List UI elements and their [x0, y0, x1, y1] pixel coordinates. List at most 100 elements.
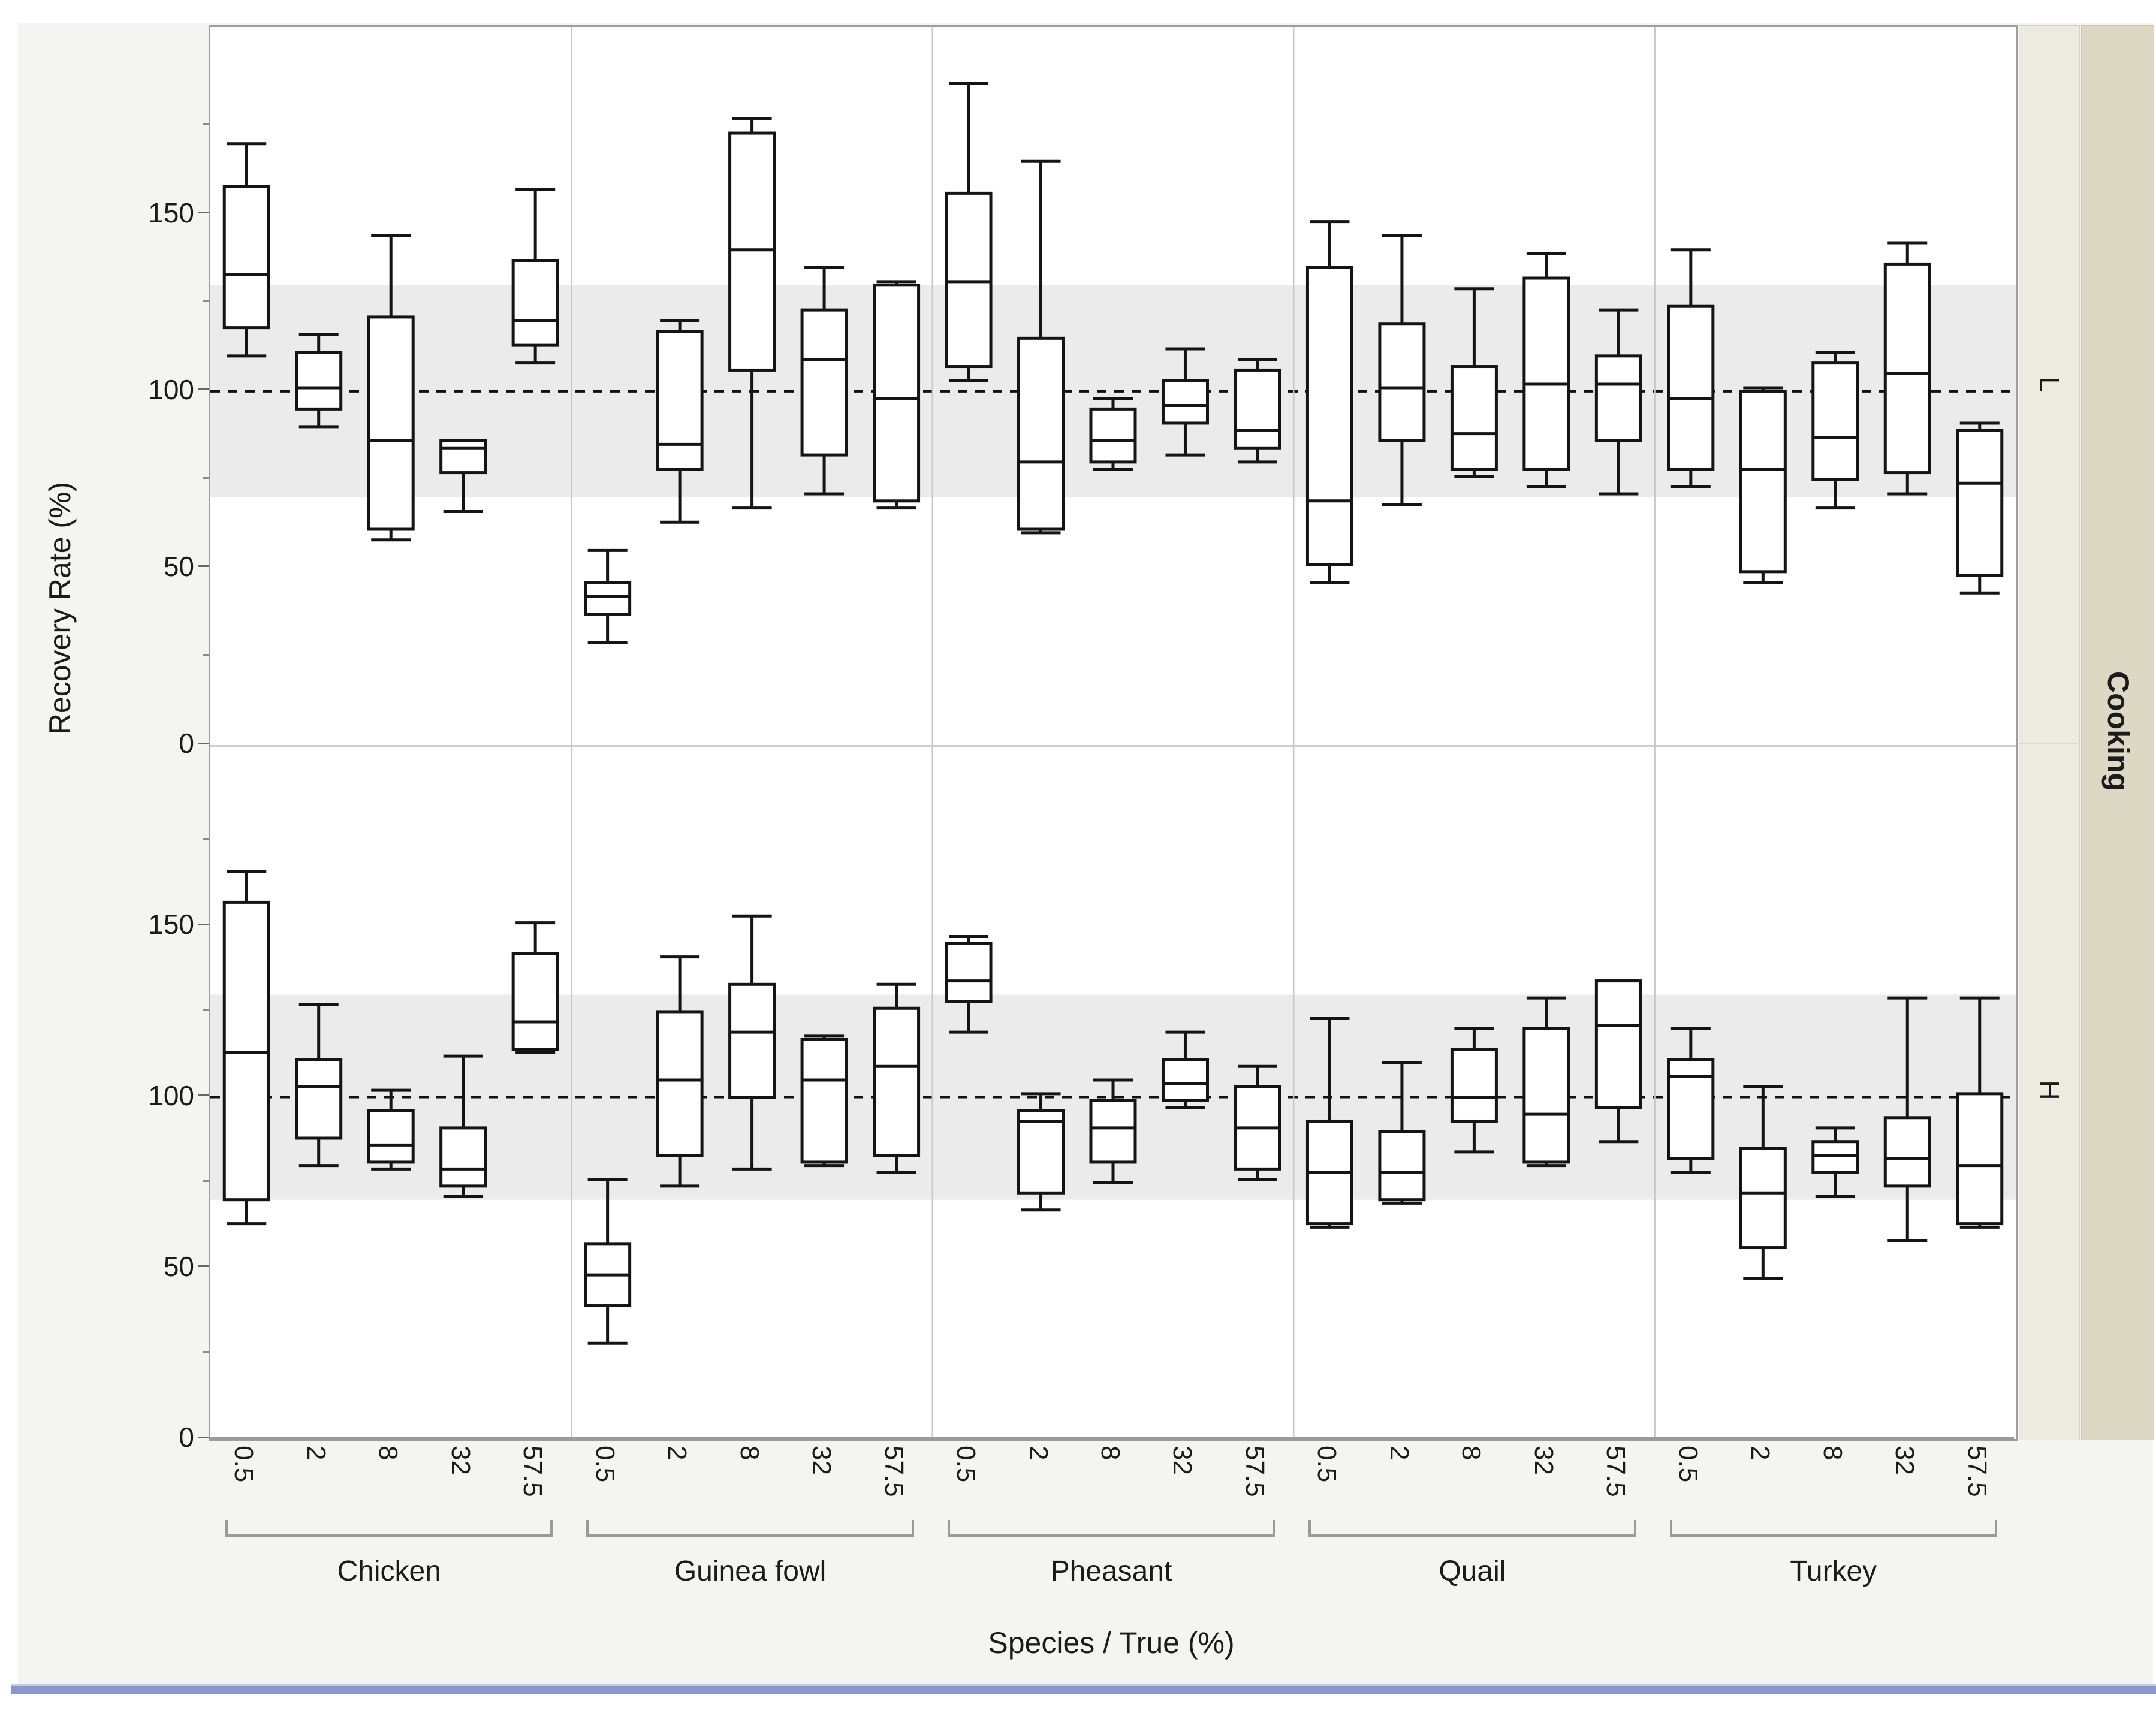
box-H-Guinea fowl-32	[800, 1034, 848, 1168]
box-H-Turkey-57.5	[1956, 996, 2004, 1229]
x-axis-line	[209, 1437, 2014, 1440]
y-tick	[198, 565, 209, 568]
y-minor-tick	[203, 1180, 209, 1182]
box-H-Guinea fowl-8	[728, 914, 776, 1171]
box-L-Turkey-57.5	[1956, 421, 2004, 595]
y-minor-tick	[203, 1009, 209, 1011]
y-tick-label: 100	[148, 373, 194, 405]
box-L-Turkey-32	[1883, 241, 1931, 496]
species-bracket-end	[947, 1520, 950, 1536]
x-tick-label: 2	[662, 1446, 692, 1461]
x-tick-label: 57.5	[518, 1446, 548, 1497]
y-tick-label: 0	[179, 728, 194, 759]
box-L-Chicken-2	[295, 333, 343, 429]
species-bracket-end	[1995, 1520, 1997, 1536]
x-tick-label: 2	[1023, 1446, 1053, 1461]
x-tick-label: 8	[734, 1446, 764, 1461]
plot-area	[209, 25, 2018, 1441]
y-tick	[198, 923, 209, 925]
x-axis-title: Species / True (%)	[988, 1626, 1235, 1660]
y-tick	[198, 1094, 209, 1097]
box-H-Quail-0.5	[1305, 1017, 1353, 1229]
box-H-Pheasant-8	[1089, 1078, 1137, 1184]
x-tick-label: 57.5	[879, 1446, 909, 1497]
box-H-Turkey-0.5	[1667, 1027, 1715, 1174]
x-tick-label: 8	[1457, 1446, 1486, 1461]
facet-label-H: H	[2034, 1080, 2065, 1100]
box-H-Turkey-2	[1739, 1085, 1787, 1280]
box-L-Quail-8	[1450, 287, 1498, 478]
species-bracket	[225, 1534, 553, 1537]
y-tick-label: 100	[148, 1079, 194, 1111]
facet-row-L	[210, 27, 2016, 745]
box-H-Quail-2	[1378, 1061, 1426, 1205]
facet-label-L: L	[2034, 376, 2065, 392]
box-H-Turkey-8	[1811, 1126, 1859, 1198]
species-bracket	[1669, 1534, 1997, 1537]
box-L-Chicken-32	[439, 439, 487, 514]
y-tick-label: 50	[163, 1250, 194, 1282]
box-L-Chicken-57.5	[511, 188, 559, 365]
box-H-Guinea fowl-2	[656, 955, 704, 1188]
box-H-Quail-8	[1450, 1027, 1498, 1154]
facet-row-divider	[210, 745, 2016, 747]
y-axis-title: Recovery Rate (%)	[43, 481, 77, 735]
box-L-Pheasant-2	[1017, 159, 1065, 535]
y-tick	[198, 1265, 209, 1268]
x-tick-label: 0.5	[1673, 1446, 1703, 1483]
species-label: Guinea fowl	[674, 1555, 827, 1587]
box-H-Quail-32	[1522, 996, 1570, 1168]
x-tick-label: 2	[301, 1446, 331, 1461]
y-tick-label: 150	[148, 197, 194, 228]
box-H-Pheasant-2	[1017, 1092, 1065, 1212]
box-L-Chicken-0.5	[222, 142, 270, 358]
window-edge-bar	[11, 1684, 2156, 1694]
y-tick-label: 50	[163, 550, 194, 582]
x-tick-label: 2	[1745, 1446, 1775, 1461]
facet-strip-cooking-levels	[2019, 25, 2080, 1440]
y-minor-tick	[203, 1350, 209, 1353]
box-L-Guinea fowl-0.5	[584, 548, 632, 644]
box-L-Guinea fowl-57.5	[873, 280, 921, 510]
y-minor-tick	[203, 476, 209, 479]
species-bracket	[1308, 1534, 1636, 1537]
facet-strip-cooking-title	[2081, 25, 2154, 1440]
species-bracket-end	[911, 1520, 914, 1536]
species-bracket-end	[1633, 1520, 1636, 1536]
y-tick	[198, 212, 209, 214]
species-bracket-end	[550, 1520, 553, 1536]
x-tick-label: 32	[445, 1446, 475, 1475]
y-tick-label: 0	[179, 1422, 194, 1453]
box-L-Pheasant-57.5	[1234, 358, 1281, 464]
box-H-Guinea fowl-57.5	[873, 982, 921, 1174]
box-L-Pheasant-32	[1161, 347, 1209, 457]
box-H-Pheasant-32	[1161, 1030, 1209, 1109]
species-bracket	[586, 1534, 914, 1537]
x-tick-label: 8	[1817, 1446, 1847, 1461]
box-H-Chicken-2	[295, 1003, 343, 1168]
y-tick-label: 150	[148, 909, 194, 940]
x-tick-label: 8	[373, 1446, 403, 1461]
species-label: Chicken	[337, 1555, 441, 1587]
box-L-Guinea fowl-32	[800, 266, 848, 496]
y-tick	[198, 388, 209, 391]
x-tick-label: 0.5	[951, 1446, 981, 1483]
box-L-Guinea fowl-8	[728, 117, 776, 510]
species-label: Quail	[1439, 1555, 1506, 1587]
y-minor-tick	[203, 653, 209, 656]
box-L-Quail-32	[1522, 252, 1570, 488]
facet-row-H	[210, 745, 2016, 1439]
y-minor-tick	[203, 123, 209, 125]
y-minor-tick	[203, 300, 209, 302]
facet-strip-divider	[2019, 743, 2080, 744]
x-tick-label: 8	[1096, 1446, 1125, 1461]
box-L-Quail-2	[1378, 234, 1426, 506]
species-bracket-end	[1308, 1520, 1311, 1536]
x-tick-label: 32	[1528, 1446, 1558, 1475]
box-L-Chicken-8	[367, 234, 415, 542]
box-H-Chicken-8	[367, 1088, 415, 1171]
species-label: Turkey	[1790, 1555, 1877, 1587]
box-H-Pheasant-0.5	[945, 934, 993, 1034]
x-tick-label: 57.5	[1962, 1446, 1992, 1497]
box-H-Guinea fowl-0.5	[584, 1177, 632, 1345]
